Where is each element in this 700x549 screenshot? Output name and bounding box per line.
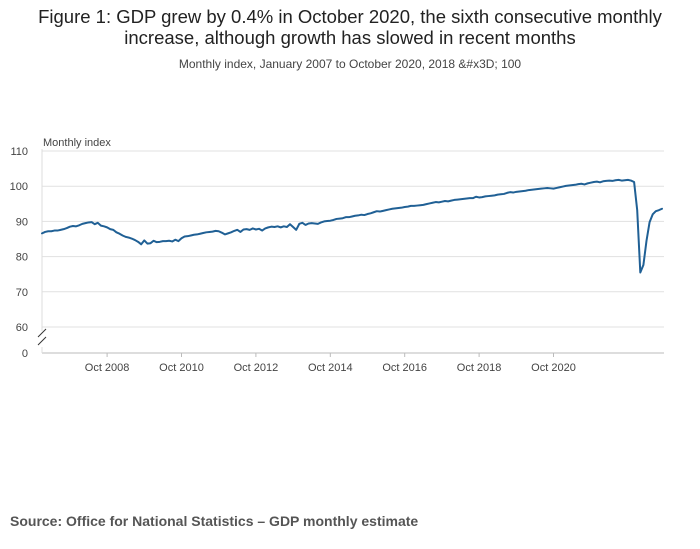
axis-break-mark [37, 336, 47, 346]
x-tick-label: Oct 2016 [382, 362, 427, 374]
x-tick-label: Oct 2012 [234, 362, 279, 374]
y-tick-label: 90 [16, 216, 28, 228]
x-tick-labels: Oct 2008 Oct 2010 Oct 2012 Oct 2014 Oct 2016… [85, 362, 576, 374]
y-tick-label: 70 [16, 287, 28, 299]
gridlines [42, 150, 664, 328]
x-tick-label: Oct 2020 [531, 362, 576, 374]
y-tick-label-zero: 0 [22, 348, 28, 360]
source-note: Source: Office for National Statistics –… [10, 513, 419, 529]
y-tick-label: 60 [16, 322, 28, 334]
y-tick-label: 110 [10, 146, 28, 158]
y-tick-label: 100 [10, 181, 28, 193]
x-tick-label: Oct 2010 [159, 362, 204, 374]
x-tick-label: Oct 2018 [457, 362, 502, 374]
x-tick-label: Oct 2014 [308, 362, 353, 374]
axis-break-mark [37, 328, 47, 338]
series-layer [41, 178, 663, 274]
axes [37, 149, 664, 357]
x-tick-label: Oct 2008 [85, 362, 130, 374]
y-tick-label: 80 [16, 252, 28, 264]
chart-title: Figure 1: GDP grew by 0.4% in October 20… [38, 6, 662, 48]
y-tick-labels: 110 100 90 80 70 60 0 [10, 146, 28, 360]
y-axis-title: Monthly index [43, 137, 111, 149]
series-line-gdp-index [41, 178, 663, 274]
chart-subtitle: Monthly index, January 2007 to October 2… [178, 57, 522, 71]
